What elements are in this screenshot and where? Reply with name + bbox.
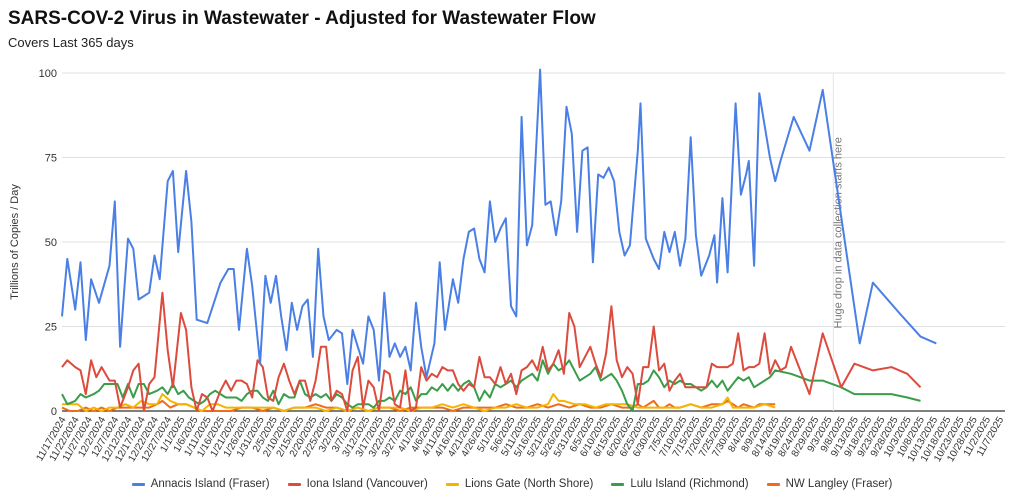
chart-title: SARS-COV-2 Virus in Wastewater - Adjuste…	[8, 8, 596, 29]
legend-swatch-icon	[766, 482, 780, 486]
legend-swatch-icon	[611, 482, 625, 486]
y-tick-label: 0	[51, 406, 57, 418]
legend-item[interactable]: NW Langley (Fraser)	[766, 478, 893, 490]
annotation: Huge drop in data collection starts here	[832, 73, 844, 411]
y-tick-label: 25	[45, 322, 57, 334]
series-lines	[61, 68, 937, 412]
series-line-lulu-island-richmond	[61, 359, 921, 412]
legend-label: NW Langley (Fraser)	[785, 478, 893, 490]
y-axis-label: Trillions of Copies / Day	[9, 184, 21, 300]
legend-label: Lions Gate (North Shore)	[464, 478, 594, 490]
legend-swatch-icon	[131, 482, 145, 486]
legend-item[interactable]: Lions Gate (North Shore)	[445, 478, 594, 490]
legend-swatch-icon	[445, 482, 459, 486]
legend-item[interactable]: Annacis Island (Fraser)	[131, 478, 270, 490]
x-axis-ticks: 11/17/202411/22/202411/27/202412/2/20241…	[34, 415, 1006, 464]
legend-label: Annacis Island (Fraser)	[150, 478, 270, 490]
y-tick-label: 100	[39, 68, 57, 80]
y-tick-label: 75	[45, 153, 57, 165]
annotation-text: Huge drop in data collection starts here	[832, 137, 844, 328]
y-axis-ticks: 0 25 50 75 100	[39, 68, 57, 418]
series-line-annacis-island-fraser	[61, 68, 937, 385]
series-line-iona-island-vancouver	[61, 291, 922, 412]
legend: Annacis Island (Fraser) Iona Island (Vanc…	[0, 478, 1024, 490]
legend-label: Lulu Island (Richmond)	[630, 478, 749, 490]
legend-swatch-icon	[287, 482, 301, 486]
legend-item[interactable]: Lulu Island (Richmond)	[611, 478, 749, 490]
y-tick-label: 50	[45, 237, 57, 249]
gridlines	[62, 72, 1005, 412]
legend-item[interactable]: Iona Island (Vancouver)	[287, 478, 428, 490]
chart-subtitle: Covers Last 365 days	[8, 35, 134, 50]
legend-label: Iona Island (Vancouver)	[306, 478, 428, 490]
